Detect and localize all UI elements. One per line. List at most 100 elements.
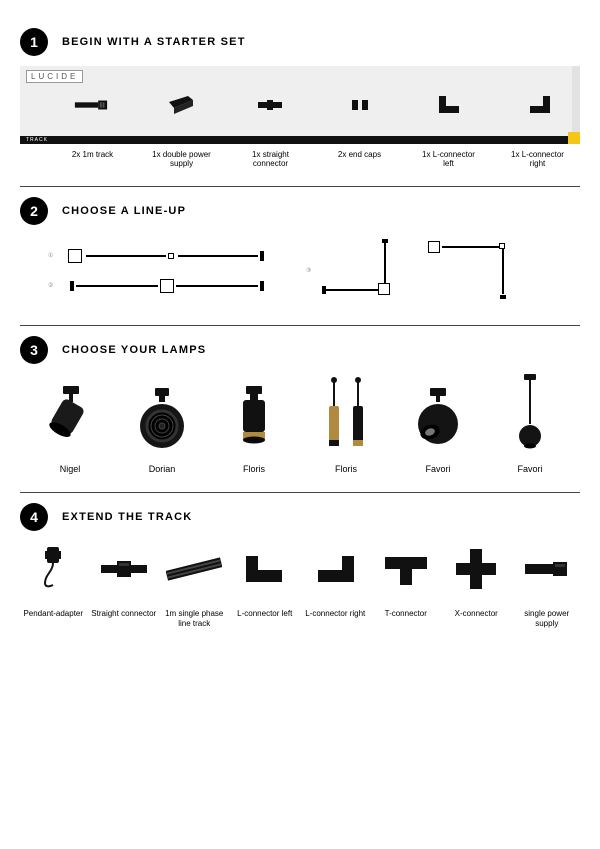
step-1-title: BEGIN WITH A STARTER SET	[62, 36, 246, 48]
lamp-favori-spot-icon	[408, 374, 468, 454]
track-icon	[74, 90, 108, 120]
extend-row: Pendant-adapter Straight connector	[20, 541, 580, 630]
step-4-header: 4 EXTEND THE TRACK	[20, 503, 580, 531]
step-4-number: 4	[20, 503, 48, 531]
lamp-favori-spot: Favori	[396, 374, 480, 474]
rail-v	[502, 246, 504, 294]
page: 1 BEGIN WITH A STARTER SET LUCIDE TRACK	[0, 0, 600, 688]
straight-connector-icon	[99, 541, 149, 597]
ext-label-2: Straight connector	[91, 609, 156, 619]
lamp-floris-pendant-icon	[316, 374, 376, 454]
starter-set-banner: LUCIDE TRACK	[20, 66, 580, 144]
divider-2	[20, 325, 580, 326]
ext-l-right: L-connector right	[302, 541, 369, 630]
t-connector-icon	[383, 541, 429, 597]
lamp-nigel-icon	[39, 374, 101, 454]
starter-item-endcaps	[329, 90, 391, 120]
starter-item-psu	[150, 90, 212, 120]
pendant-adapter-icon	[37, 541, 69, 597]
rail-segment	[76, 285, 158, 287]
rail-segment	[178, 255, 258, 257]
l-right-icon	[314, 541, 356, 597]
l-connector-right-icon	[522, 90, 556, 120]
lamp-floris-spot-label: Floris	[243, 464, 265, 474]
starter-label-5: 1x L-connector left	[416, 150, 481, 168]
step-1-header: 1 BEGIN WITH A STARTER SET	[20, 28, 580, 56]
lamp-dorian-label: Dorian	[149, 464, 176, 474]
step-1: 1 BEGIN WITH A STARTER SET LUCIDE TRACK	[20, 28, 580, 168]
lineup-diagrams: ① ②	[20, 235, 580, 307]
starter-item-sc	[239, 90, 301, 120]
lineup-diagram-2: ②	[68, 280, 298, 292]
rail-h	[442, 246, 502, 248]
step-3: 3 CHOOSE YOUR LAMPS Nigel	[20, 336, 580, 474]
starter-item-l-left	[419, 90, 481, 120]
l-left-icon	[244, 541, 286, 597]
step-2: 2 CHOOSE A LINE-UP ① ②	[20, 197, 580, 307]
step-4: 4 EXTEND THE TRACK Pendant-adapter	[20, 503, 580, 630]
lineup-diagram-3: ③	[318, 241, 408, 301]
step-3-number: 3	[20, 336, 48, 364]
psu-box	[378, 283, 390, 295]
lamp-floris-pendant-label: Floris	[335, 464, 357, 474]
divider-3	[20, 492, 580, 493]
lineup-diagram-1: ①	[68, 250, 298, 262]
starter-label-6: 1x L-connector right	[505, 150, 570, 168]
starter-label-1: 2x 1m track	[60, 150, 125, 168]
lamp-nigel: Nigel	[28, 374, 112, 474]
ext-label-8: single power supply	[514, 609, 581, 630]
ext-x-connector: X-connector	[443, 541, 510, 630]
lamp-favori-pendant-icon	[510, 374, 550, 454]
banner-footer: TRACK	[20, 136, 580, 144]
psu-box	[68, 249, 82, 263]
endcap-icon	[343, 90, 377, 120]
badge-icon	[568, 132, 580, 144]
corner-joint	[499, 243, 505, 249]
ext-label-3: 1m single phase line track	[161, 609, 228, 630]
brand-box: LUCIDE	[26, 70, 83, 83]
psu-box	[428, 241, 440, 253]
diagram-2-num: ②	[48, 282, 53, 289]
starter-item-l-right	[508, 90, 570, 120]
starter-label-2: 1x double power supply	[149, 150, 214, 168]
l-connector-left-icon	[433, 90, 467, 120]
endcap	[382, 239, 388, 243]
joint	[168, 253, 174, 259]
starter-item-track	[60, 90, 122, 120]
ext-label-7: X-connector	[455, 609, 498, 619]
banner-footer-text: TRACK	[26, 137, 48, 143]
step-2-number: 2	[20, 197, 48, 225]
ext-single-psu: single power supply	[514, 541, 581, 630]
step-2-title: CHOOSE A LINE-UP	[62, 205, 186, 217]
rail-segment	[86, 255, 166, 257]
lamps-row: Nigel	[20, 374, 580, 474]
lamp-dorian-icon	[131, 374, 193, 454]
single-psu-icon	[523, 541, 571, 597]
ext-l-left: L-connector left	[232, 541, 299, 630]
diagram-1-num: ①	[48, 252, 53, 259]
lineup-diagram-4	[428, 241, 518, 301]
lamp-favori-pendant: Favori	[488, 374, 572, 474]
starter-label-4: 2x end caps	[327, 150, 392, 168]
lineup-right-col: ③	[318, 241, 572, 301]
x-connector-icon	[454, 541, 498, 597]
lamp-floris-pendant: Floris	[304, 374, 388, 474]
step-3-title: CHOOSE YOUR LAMPS	[62, 344, 206, 356]
rail-segment	[176, 285, 258, 287]
divider-1	[20, 186, 580, 187]
ext-label-6: T-connector	[385, 609, 427, 619]
step-1-number: 1	[20, 28, 48, 56]
track-1m-icon	[166, 541, 222, 597]
lamp-floris-spot: Floris	[212, 374, 296, 474]
ext-straight-connector: Straight connector	[91, 541, 158, 630]
starter-items	[20, 66, 580, 144]
ext-label-5: L-connector right	[305, 609, 365, 619]
lineup-left-col: ① ②	[68, 250, 298, 292]
psu-icon	[164, 90, 198, 120]
endcap	[500, 295, 506, 299]
lamp-favori-pendant-label: Favori	[517, 464, 542, 474]
ext-1m-track: 1m single phase line track	[161, 541, 228, 630]
starter-label-3: 1x straight connector	[238, 150, 303, 168]
step-3-header: 3 CHOOSE YOUR LAMPS	[20, 336, 580, 364]
step-2-header: 2 CHOOSE A LINE-UP	[20, 197, 580, 225]
